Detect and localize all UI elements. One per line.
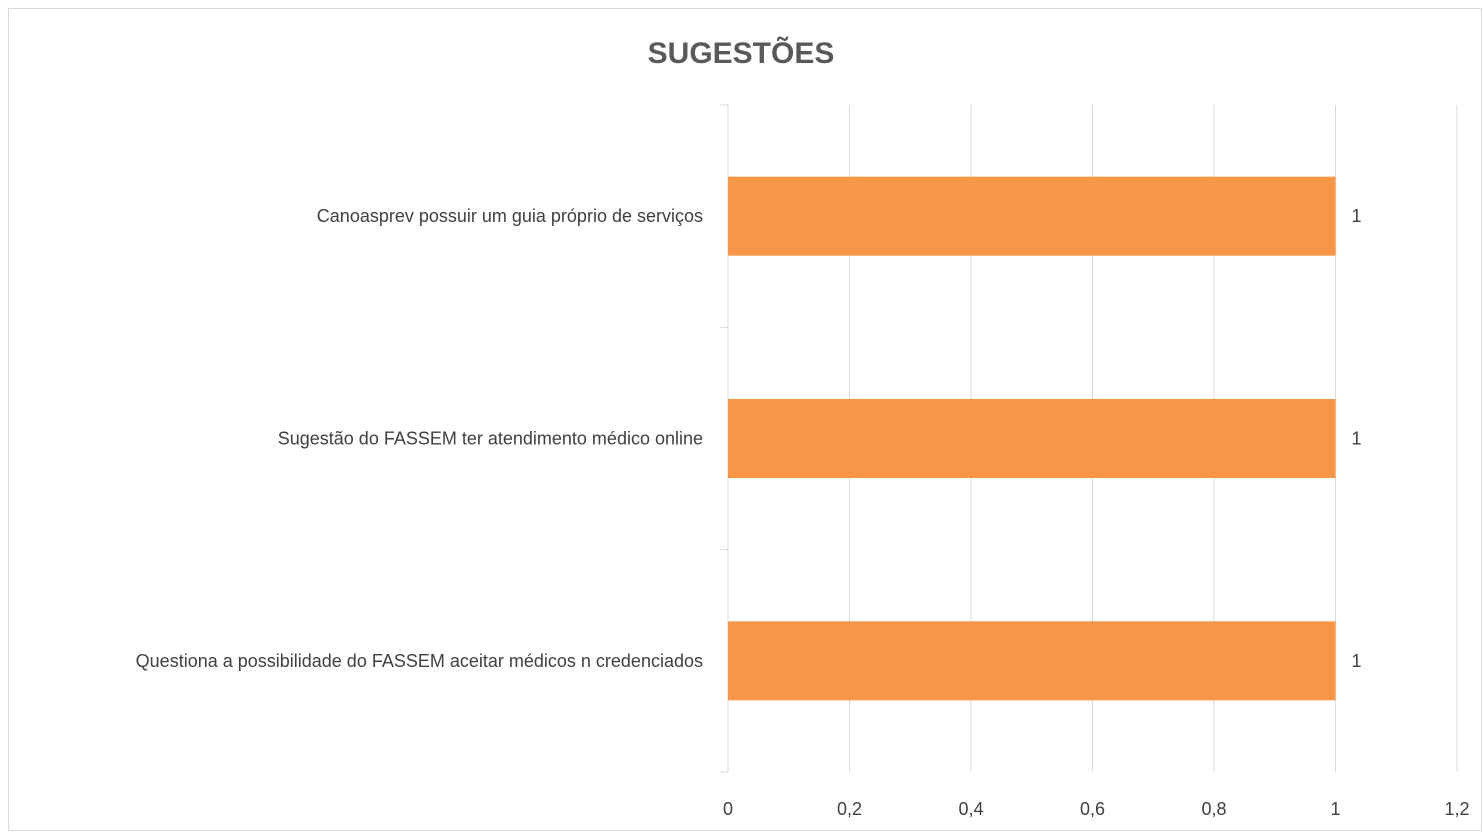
bar [728, 176, 1336, 256]
chart-title: SUGESTÕES [648, 36, 835, 70]
label-layer: Canoasprev possuir um guia próprio de se… [136, 206, 1362, 671]
data-label: 1 [1352, 429, 1362, 449]
bar [728, 621, 1336, 701]
category-label: Sugestão do FASSEM ter atendimento médic… [278, 429, 703, 449]
x-tick-label: 1 [1330, 799, 1340, 819]
category-label: Canoasprev possuir um guia próprio de se… [317, 206, 703, 226]
bar [728, 399, 1336, 478]
category-label: Questiona a possibilidade do FASSEM acei… [136, 651, 703, 671]
x-tick-label: 0,2 [837, 799, 862, 819]
x-tick-label: 0 [723, 799, 733, 819]
x-tick-label: 1,2 [1444, 799, 1469, 819]
bar-layer [728, 176, 1336, 701]
data-label: 1 [1352, 206, 1362, 226]
x-tick-label: 0,8 [1201, 799, 1226, 819]
data-label: 1 [1352, 651, 1362, 671]
x-tick-label: 0,4 [958, 799, 983, 819]
x-tick-label: 0,6 [1080, 799, 1105, 819]
